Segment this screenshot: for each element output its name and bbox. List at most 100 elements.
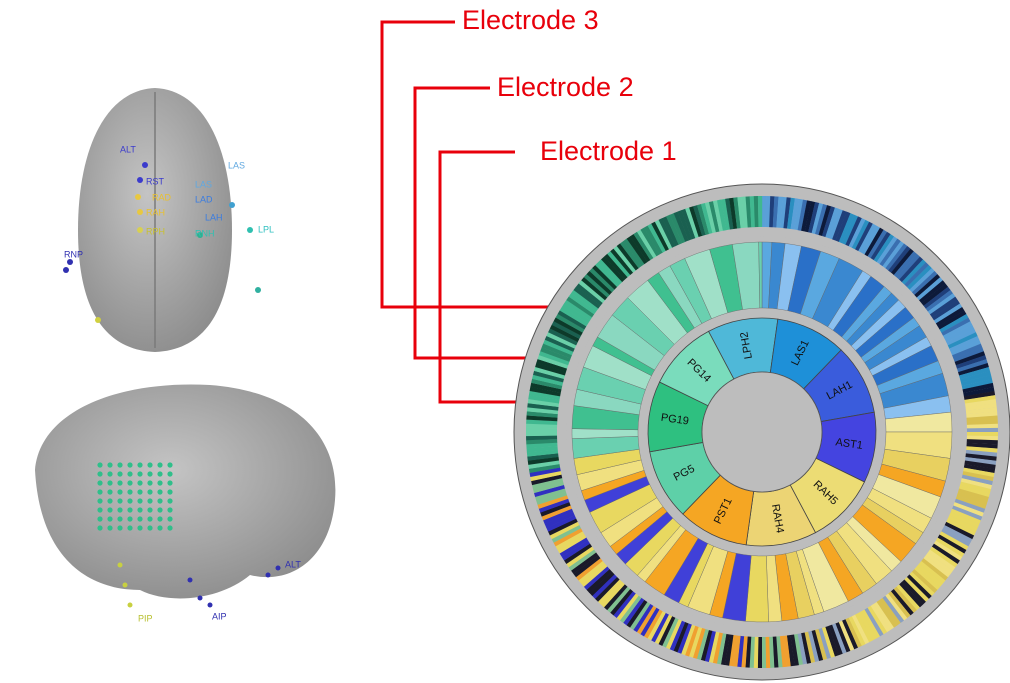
electrode-dot bbox=[255, 287, 261, 293]
ring-segment bbox=[921, 558, 948, 581]
ring-segment bbox=[939, 531, 969, 551]
ring-segment bbox=[950, 508, 981, 525]
ring-segment bbox=[583, 273, 610, 298]
ring-segment bbox=[693, 205, 706, 236]
ring-segment bbox=[966, 442, 998, 449]
ring-segment bbox=[876, 236, 898, 265]
ring-segment bbox=[541, 505, 572, 521]
ring-segment bbox=[576, 283, 603, 306]
ring-segment bbox=[546, 332, 577, 349]
brain-label: RST bbox=[146, 176, 165, 186]
ring-segment bbox=[946, 328, 976, 346]
grid-electrode bbox=[107, 507, 113, 513]
ring-segment bbox=[800, 632, 812, 664]
grid-electrode bbox=[127, 480, 133, 486]
grid-electrode bbox=[107, 462, 113, 468]
ring-segment bbox=[530, 470, 562, 482]
ring-segment bbox=[793, 633, 803, 666]
ring-segment bbox=[616, 243, 639, 271]
ring-segment bbox=[685, 207, 699, 239]
ring-segment bbox=[603, 584, 628, 611]
ring-segment bbox=[553, 528, 583, 547]
ring-segment bbox=[811, 203, 824, 235]
ring-segment bbox=[765, 196, 771, 228]
ring-segment bbox=[528, 390, 561, 400]
grid-electrode bbox=[157, 507, 163, 513]
ring-segment bbox=[529, 386, 561, 397]
ring-segment bbox=[549, 521, 580, 540]
ring-segment bbox=[814, 629, 828, 661]
electrode-label: Electrode 2 bbox=[497, 72, 634, 102]
ring-segment bbox=[724, 634, 734, 666]
grid-electrode bbox=[157, 525, 163, 531]
ring-segment bbox=[890, 589, 914, 616]
ring-segment bbox=[749, 196, 756, 228]
ring-segment bbox=[607, 586, 631, 613]
ring-segment bbox=[947, 515, 978, 532]
ring-segment bbox=[851, 219, 870, 250]
ring-segment bbox=[758, 241, 763, 309]
ring-segment bbox=[794, 198, 804, 231]
electrode-dot bbox=[122, 582, 128, 588]
ring-segment bbox=[526, 442, 558, 449]
ring-label: RAH4 bbox=[769, 503, 786, 534]
ring-segment bbox=[966, 415, 998, 422]
ring-segment bbox=[783, 197, 791, 229]
ring-segment bbox=[965, 407, 998, 415]
ring-segment bbox=[741, 636, 748, 668]
ring-segment bbox=[737, 196, 745, 229]
ring-segment bbox=[848, 218, 866, 248]
ring-segment bbox=[952, 505, 983, 521]
ring-segment bbox=[673, 622, 689, 653]
ring-segment bbox=[561, 540, 591, 561]
ring-segment bbox=[901, 259, 927, 285]
ring-segment bbox=[904, 576, 929, 602]
grid-electrode bbox=[127, 507, 133, 513]
ring-segment bbox=[540, 347, 571, 362]
ring-segment bbox=[753, 196, 759, 228]
ring-segment bbox=[801, 200, 812, 232]
electrode-dot bbox=[142, 162, 148, 168]
ring-segment bbox=[598, 259, 623, 285]
grid-electrode bbox=[107, 516, 113, 522]
ring-segment bbox=[533, 484, 565, 498]
ring-segment bbox=[941, 317, 971, 336]
ring-segment bbox=[616, 593, 639, 621]
ring-segment bbox=[544, 511, 575, 528]
ring-segment bbox=[528, 463, 561, 473]
ring-segment bbox=[626, 236, 648, 265]
ring-segment bbox=[944, 324, 975, 343]
grid-electrode bbox=[117, 507, 123, 513]
grid-electrode bbox=[117, 525, 123, 531]
ring-segment bbox=[578, 280, 606, 303]
ring-segment bbox=[911, 569, 938, 594]
ring-segment bbox=[595, 262, 620, 288]
ring-segment bbox=[651, 612, 669, 643]
ring-segment bbox=[665, 619, 682, 650]
brain-images: ALT RST RAD RAH RPH RNP LAS LAS LAD LAH RNH LPL ALT A… bbox=[35, 88, 336, 623]
ring-segment bbox=[658, 616, 676, 646]
ring-segment bbox=[557, 310, 587, 330]
ring-segment bbox=[644, 225, 663, 255]
electrode-dot bbox=[207, 602, 213, 608]
ring-segment bbox=[954, 498, 986, 513]
ring-segment bbox=[526, 431, 558, 437]
ring-segment bbox=[537, 495, 569, 509]
grid-electrode bbox=[97, 462, 103, 468]
ring-segment bbox=[592, 574, 618, 599]
ring-segment bbox=[825, 207, 840, 239]
ring-segment bbox=[594, 576, 620, 602]
grid-electrode bbox=[127, 462, 133, 468]
brain-label: LAS bbox=[228, 160, 245, 170]
ring-segment bbox=[835, 622, 851, 653]
grid-electrode bbox=[147, 480, 153, 486]
grid-electrode bbox=[137, 516, 143, 522]
ring-segment bbox=[677, 623, 692, 654]
arrow-electrode-3 bbox=[380, 20, 612, 309]
ring-segment bbox=[589, 571, 615, 596]
ring-segment bbox=[879, 238, 901, 267]
ring-segment bbox=[604, 253, 628, 280]
ring-segment bbox=[965, 453, 997, 461]
ring-segment bbox=[757, 196, 763, 228]
ring-segment bbox=[947, 332, 978, 349]
